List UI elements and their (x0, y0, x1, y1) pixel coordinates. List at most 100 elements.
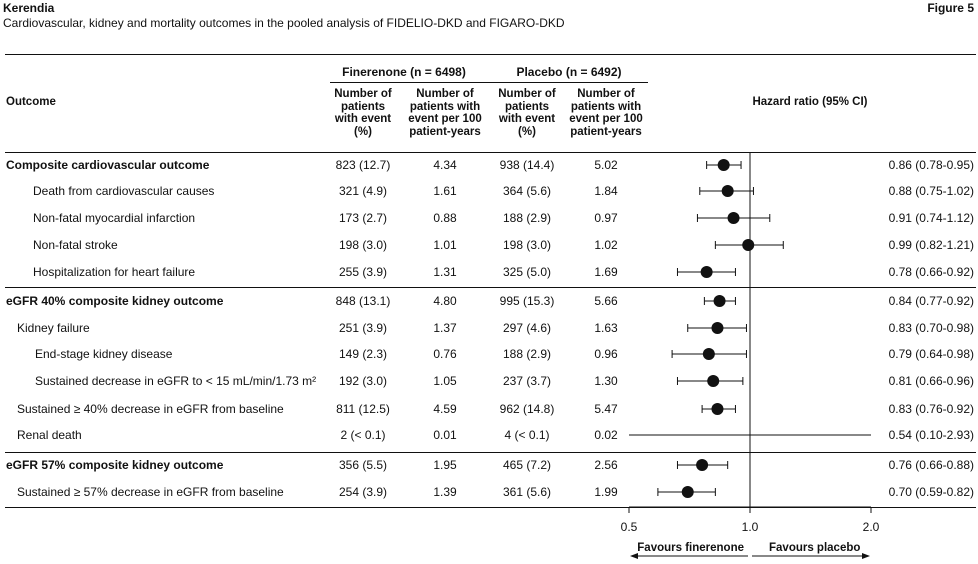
hazard-ratio-text: 0.84 (0.77-0.92) (888, 294, 974, 308)
placebo-rate: 0.97 (594, 211, 618, 225)
finerenone-events: 173 (2.7) (338, 211, 388, 225)
finerenone-rate: 4.34 (433, 158, 457, 172)
hr-point (700, 266, 713, 278)
finerenone-events: 254 (3.9) (338, 485, 388, 499)
hr-point (717, 159, 730, 171)
pla-rate-header: Number of patients with event per 100 pa… (569, 88, 643, 138)
finerenone-events: 255 (3.9) (338, 265, 388, 279)
figure-label: Figure 5 (927, 1, 974, 15)
placebo-rate: 1.99 (594, 485, 618, 499)
placebo-rate: 2.56 (594, 458, 618, 472)
hazard-ratio-text: 0.83 (0.76-0.92) (888, 402, 974, 416)
placebo-events: 995 (15.3) (499, 294, 555, 308)
hr-point (711, 403, 724, 415)
finerenone-events: 251 (3.9) (338, 321, 388, 335)
outcome-label: Death from cardiovascular causes (33, 184, 215, 198)
placebo-header: Placebo (n = 6492) (516, 65, 622, 79)
favours-left-arrowhead (630, 553, 638, 559)
finerenone-rate: 1.31 (433, 265, 457, 279)
hazard-ratio-text: 0.91 (0.74-1.12) (888, 211, 974, 225)
placebo-events: 188 (2.9) (502, 211, 552, 225)
placebo-events: 237 (3.7) (502, 374, 552, 388)
finerenone-events: 149 (2.3) (338, 347, 388, 361)
finerenone-events: 356 (5.5) (338, 458, 388, 472)
placebo-events: 361 (5.6) (502, 485, 552, 499)
finerenone-events: 848 (13.1) (335, 294, 391, 308)
section-rule-kidney40 (5, 287, 976, 288)
finerenone-rate: 1.05 (433, 374, 457, 388)
finerenone-rate: 1.95 (433, 458, 457, 472)
finerenone-events: 2 (< 0.1) (340, 428, 386, 442)
placebo-events: 325 (5.0) (502, 265, 552, 279)
placebo-events: 465 (7.2) (502, 458, 552, 472)
figure-subtitle: Cardiovascular, kidney and mortality out… (3, 16, 565, 30)
outcome-label: Sustained decrease in eGFR to < 15 mL/mi… (35, 374, 317, 388)
hr-point (696, 459, 709, 471)
x-tick-label: 2.0 (863, 520, 880, 534)
placebo-rate: 0.02 (594, 428, 618, 442)
placebo-events: 962 (14.8) (499, 402, 555, 416)
hazard-ratio-text: 0.83 (0.70-0.98) (888, 321, 974, 335)
finerenone-rate: 1.61 (433, 184, 457, 198)
outcome-label: Sustained ≥ 57% decrease in eGFR from ba… (17, 485, 284, 499)
placebo-rate: 1.30 (594, 374, 618, 388)
hazard-ratio-text: 0.88 (0.75-1.02) (888, 184, 974, 198)
favours-right-arrowhead (862, 553, 870, 559)
finerenone-events: 192 (3.0) (338, 374, 388, 388)
hazard-ratio-text: 0.78 (0.66-0.92) (888, 265, 974, 279)
outcome-label: Non-fatal myocardial infarction (33, 211, 196, 225)
placebo-rate: 1.69 (594, 265, 618, 279)
hr-point (727, 212, 740, 224)
placebo-rate: 1.63 (594, 321, 618, 335)
hr-point (713, 295, 726, 307)
outcome-label: Non-fatal stroke (33, 238, 118, 252)
hazard-ratio-text: 0.99 (0.82-1.21) (888, 238, 974, 252)
finerenone-rate: 4.80 (433, 294, 457, 308)
hazard-ratio-text: 0.81 (0.66-0.96) (888, 374, 974, 388)
fin-event-header: Number of patients with event (%) (334, 88, 392, 138)
header-bottom-rule (5, 152, 976, 153)
finerenone-events: 823 (12.7) (335, 158, 391, 172)
placebo-events: 297 (4.6) (502, 321, 552, 335)
placebo-rate: 1.84 (594, 184, 618, 198)
finerenone-rate: 4.59 (433, 402, 457, 416)
hr-point (681, 486, 694, 498)
pla-event-header: Number of patients with event (%) (498, 88, 556, 138)
hazard-ratio-text: 0.54 (0.10-2.93) (888, 428, 974, 442)
outcome-label: Kidney failure (17, 321, 90, 335)
brand-name: Kerendia (3, 1, 55, 15)
bottom-rule (5, 507, 976, 508)
outcome-label: eGFR 57% composite kidney outcome (6, 458, 224, 472)
placebo-rate: 5.47 (594, 402, 618, 416)
favours-finerenone-label: Favours finerenone (637, 542, 744, 554)
outcome-label: Sustained ≥ 40% decrease in eGFR from ba… (17, 402, 284, 416)
finerenone-events: 811 (12.5) (336, 402, 390, 416)
outcome-label: Hospitalization for heart failure (33, 265, 196, 279)
top-rule (5, 54, 976, 55)
finerenone-rate: 0.76 (433, 347, 457, 361)
x-tick-label: 0.5 (621, 520, 638, 534)
x-tick-label: 1.0 (742, 520, 759, 534)
finerenone-rate: 1.37 (433, 321, 457, 335)
finerenone-rate: 1.01 (433, 238, 457, 252)
finerenone-rate: 1.39 (433, 485, 457, 499)
placebo-rate: 5.66 (594, 294, 618, 308)
finerenone-rate: 0.88 (433, 211, 457, 225)
finerenone-events: 321 (4.9) (338, 184, 388, 198)
placebo-events: 4 (< 0.1) (504, 428, 550, 442)
finerenone-events: 198 (3.0) (338, 238, 388, 252)
hazard-ratio-text: 0.86 (0.78-0.95) (888, 158, 974, 172)
placebo-events: 364 (5.6) (502, 184, 552, 198)
outcome-label: Renal death (17, 428, 82, 442)
outcome-header: Outcome (6, 96, 56, 108)
hazard-ratio-text: 0.76 (0.66-0.88) (888, 458, 974, 472)
placebo-events: 938 (14.4) (499, 158, 555, 172)
hr-point (711, 322, 724, 334)
hazard-ratio-text: 0.79 (0.64-0.98) (888, 347, 974, 361)
outcome-label: eGFR 40% composite kidney outcome (6, 294, 224, 308)
outcome-label: Composite cardiovascular outcome (6, 158, 210, 172)
placebo-events: 188 (2.9) (502, 347, 552, 361)
hr-point (707, 375, 720, 387)
hr-point (742, 239, 755, 251)
